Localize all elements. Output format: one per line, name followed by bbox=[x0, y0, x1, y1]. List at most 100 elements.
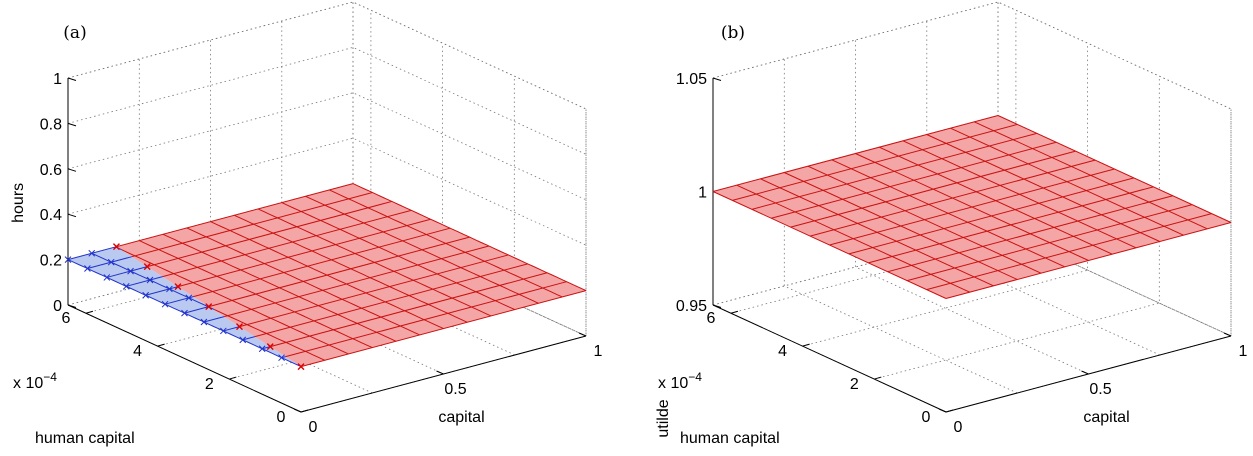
z-tick-label: 1 bbox=[53, 71, 62, 88]
y-gridline bbox=[85, 10, 372, 314]
y-exponent-label: x 10−4 bbox=[658, 370, 702, 392]
y-tick-label: 2 bbox=[205, 376, 214, 393]
y-gridline bbox=[157, 43, 444, 347]
panel-a-hours-surface: 00.20.40.60.81024600.51hourscapitalhuman… bbox=[10, 1, 603, 447]
y-axis-line bbox=[712, 304, 947, 413]
z-tick bbox=[67, 168, 77, 172]
y-tick bbox=[229, 376, 237, 380]
z-tick-label: 0.95 bbox=[676, 298, 707, 315]
surface bbox=[64, 183, 587, 371]
mesh-line bbox=[208, 236, 470, 308]
mesh-line bbox=[239, 254, 509, 328]
y-gridline bbox=[229, 76, 515, 380]
mesh-line bbox=[126, 276, 163, 287]
x-tick-label: 1 bbox=[594, 343, 603, 360]
data-point-marker bbox=[88, 249, 96, 257]
y-tick bbox=[85, 310, 94, 314]
z-tick-label: 0.2 bbox=[40, 253, 62, 270]
z-tick bbox=[67, 77, 77, 81]
x-axis-label: capital bbox=[1083, 409, 1129, 426]
panel-label: (b) bbox=[721, 23, 745, 43]
mesh-line bbox=[116, 183, 354, 248]
y-tick-label: 0 bbox=[922, 409, 931, 426]
y-tick bbox=[300, 409, 309, 413]
y-tick-label: 0 bbox=[277, 409, 286, 426]
y-tick-label: 2 bbox=[850, 376, 859, 393]
y-gridline bbox=[945, 109, 1232, 413]
mesh-line bbox=[712, 115, 999, 192]
mesh-line bbox=[177, 218, 431, 288]
data-point-marker bbox=[161, 300, 169, 308]
surface-fill-left bbox=[68, 246, 301, 367]
z-tick-label: 1 bbox=[698, 185, 707, 202]
mesh-line bbox=[300, 290, 587, 368]
y-axis-label: human capital bbox=[680, 430, 780, 447]
x-axis-label: capital bbox=[438, 409, 484, 426]
y-gridline bbox=[730, 10, 1017, 314]
z-tick-label: 0 bbox=[53, 298, 62, 315]
boundary-marker bbox=[143, 263, 151, 271]
mesh-line bbox=[193, 227, 451, 298]
mesh-line bbox=[285, 281, 567, 358]
surface bbox=[712, 115, 1232, 299]
y-tick bbox=[157, 343, 165, 347]
data-point-marker bbox=[185, 294, 193, 302]
y-tick bbox=[730, 310, 739, 314]
mesh-line bbox=[147, 200, 392, 268]
mesh-line bbox=[203, 316, 225, 323]
x-tick-label: 0 bbox=[309, 419, 318, 436]
mesh-line bbox=[254, 263, 528, 338]
data-point-marker bbox=[146, 276, 154, 284]
z-gridline bbox=[67, 1, 587, 110]
y-gridline bbox=[300, 109, 587, 413]
data-point-marker bbox=[107, 258, 115, 266]
x-tick-label: 0.5 bbox=[444, 381, 466, 398]
data-point-marker bbox=[127, 267, 134, 275]
boundary-marker bbox=[174, 283, 182, 291]
mesh-line bbox=[121, 249, 349, 355]
mesh-line bbox=[997, 115, 1232, 223]
y-axis-label: human capital bbox=[35, 430, 135, 447]
y-tick-label: 6 bbox=[706, 310, 715, 327]
data-point-marker bbox=[181, 309, 188, 317]
x-tick bbox=[1223, 332, 1232, 337]
data-point-marker bbox=[200, 318, 208, 326]
boundary-marker bbox=[112, 243, 120, 251]
data-point-marker bbox=[122, 282, 130, 290]
data-point-marker bbox=[219, 327, 227, 335]
mesh-line bbox=[751, 132, 1037, 210]
x-tick-label: 0 bbox=[954, 419, 963, 436]
x-tick-label: 1 bbox=[1239, 343, 1248, 360]
x-tick bbox=[578, 332, 587, 337]
mesh-line bbox=[223, 245, 490, 318]
boundary-marker bbox=[297, 363, 305, 371]
mesh-line bbox=[242, 336, 255, 341]
y-exponent-power: −4 bbox=[688, 370, 702, 384]
y-tick-label: 4 bbox=[133, 343, 142, 360]
y-tick bbox=[874, 376, 882, 380]
z-tick bbox=[67, 122, 77, 127]
mesh-line bbox=[162, 209, 412, 278]
y-tick-label: 4 bbox=[778, 343, 787, 360]
y-tick-label: 6 bbox=[61, 310, 70, 327]
x-tick bbox=[938, 408, 947, 413]
mesh-line bbox=[145, 286, 179, 296]
y-exponent-label: x 10−4 bbox=[13, 370, 57, 392]
data-point-marker bbox=[239, 336, 247, 344]
z-gridline bbox=[712, 1, 1232, 110]
boundary-marker bbox=[266, 343, 274, 351]
z-tick bbox=[67, 213, 77, 218]
z-axis-label: utilde bbox=[655, 399, 672, 437]
z-tick-label: 1.05 bbox=[676, 71, 707, 88]
mesh-line bbox=[270, 272, 548, 348]
mesh-line bbox=[106, 266, 148, 278]
y-gridline bbox=[802, 43, 1088, 347]
data-point-marker bbox=[64, 256, 72, 263]
mesh-line bbox=[87, 256, 132, 269]
data-point-marker bbox=[142, 291, 150, 299]
data-point-marker bbox=[84, 265, 91, 272]
mesh-line bbox=[131, 192, 373, 258]
mesh-line bbox=[213, 308, 326, 361]
x-tick bbox=[436, 370, 444, 375]
